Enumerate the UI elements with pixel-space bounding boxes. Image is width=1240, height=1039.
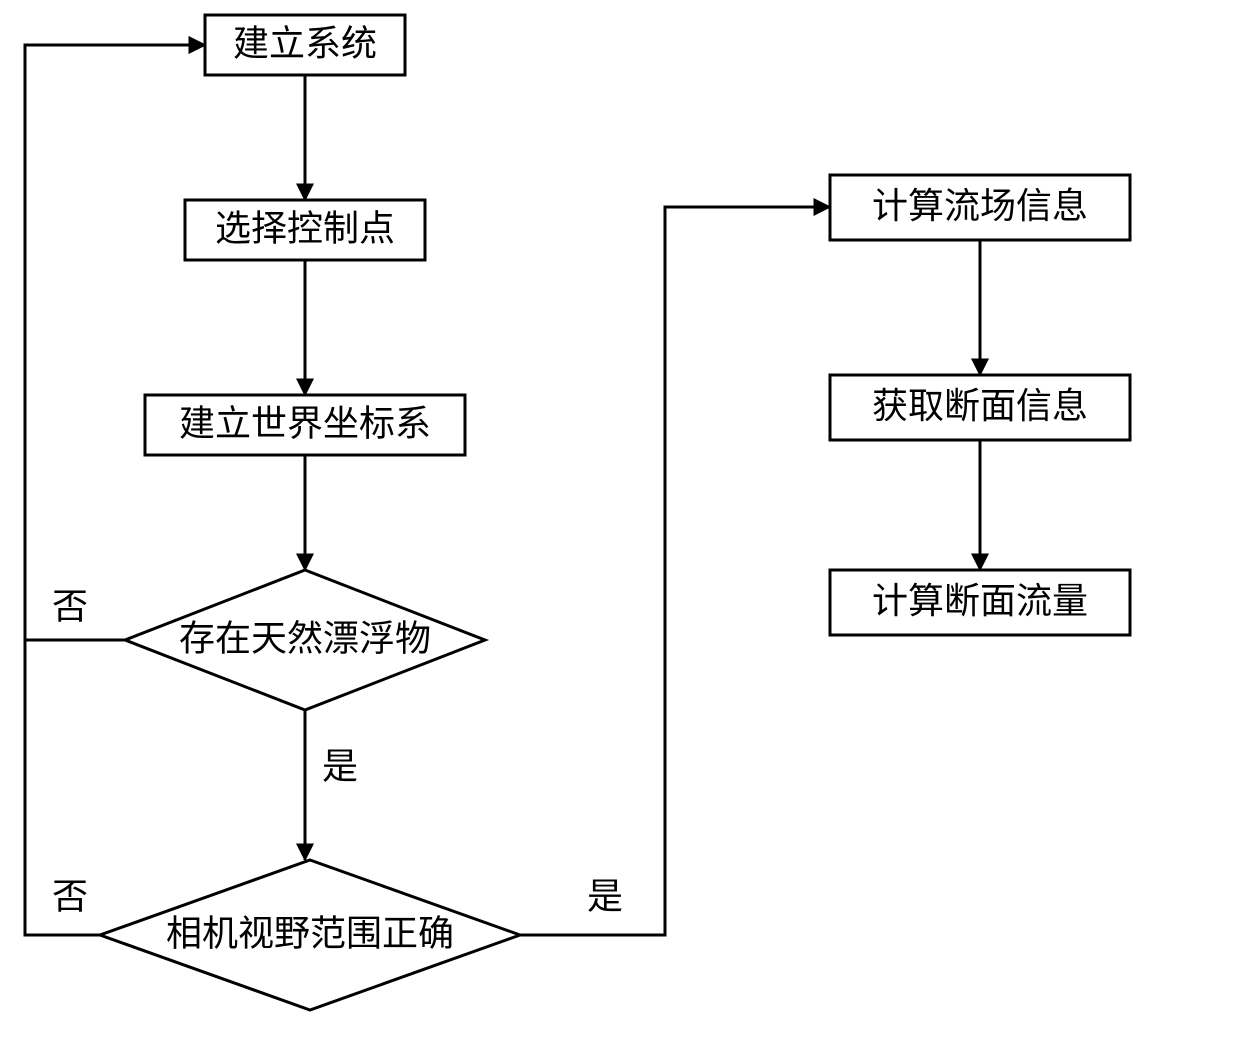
- edge-label: 是: [587, 876, 623, 916]
- diamond-label: 存在天然漂浮物: [179, 618, 431, 658]
- edge: [25, 45, 205, 640]
- edge-label: 否: [52, 876, 88, 916]
- edge: [25, 45, 205, 935]
- box-label: 建立世界坐标系: [179, 403, 431, 443]
- edge-label: 否: [52, 586, 88, 626]
- box-label: 计算流场信息: [872, 186, 1088, 226]
- box-label: 建立系统: [233, 23, 377, 63]
- edge-label: 是: [322, 746, 358, 786]
- diamond-label: 相机视野范围正确: [166, 913, 454, 953]
- box-label: 选择控制点: [215, 208, 395, 248]
- box-label: 获取断面信息: [872, 386, 1088, 426]
- edge: [520, 207, 830, 935]
- box-label: 计算断面流量: [872, 581, 1088, 621]
